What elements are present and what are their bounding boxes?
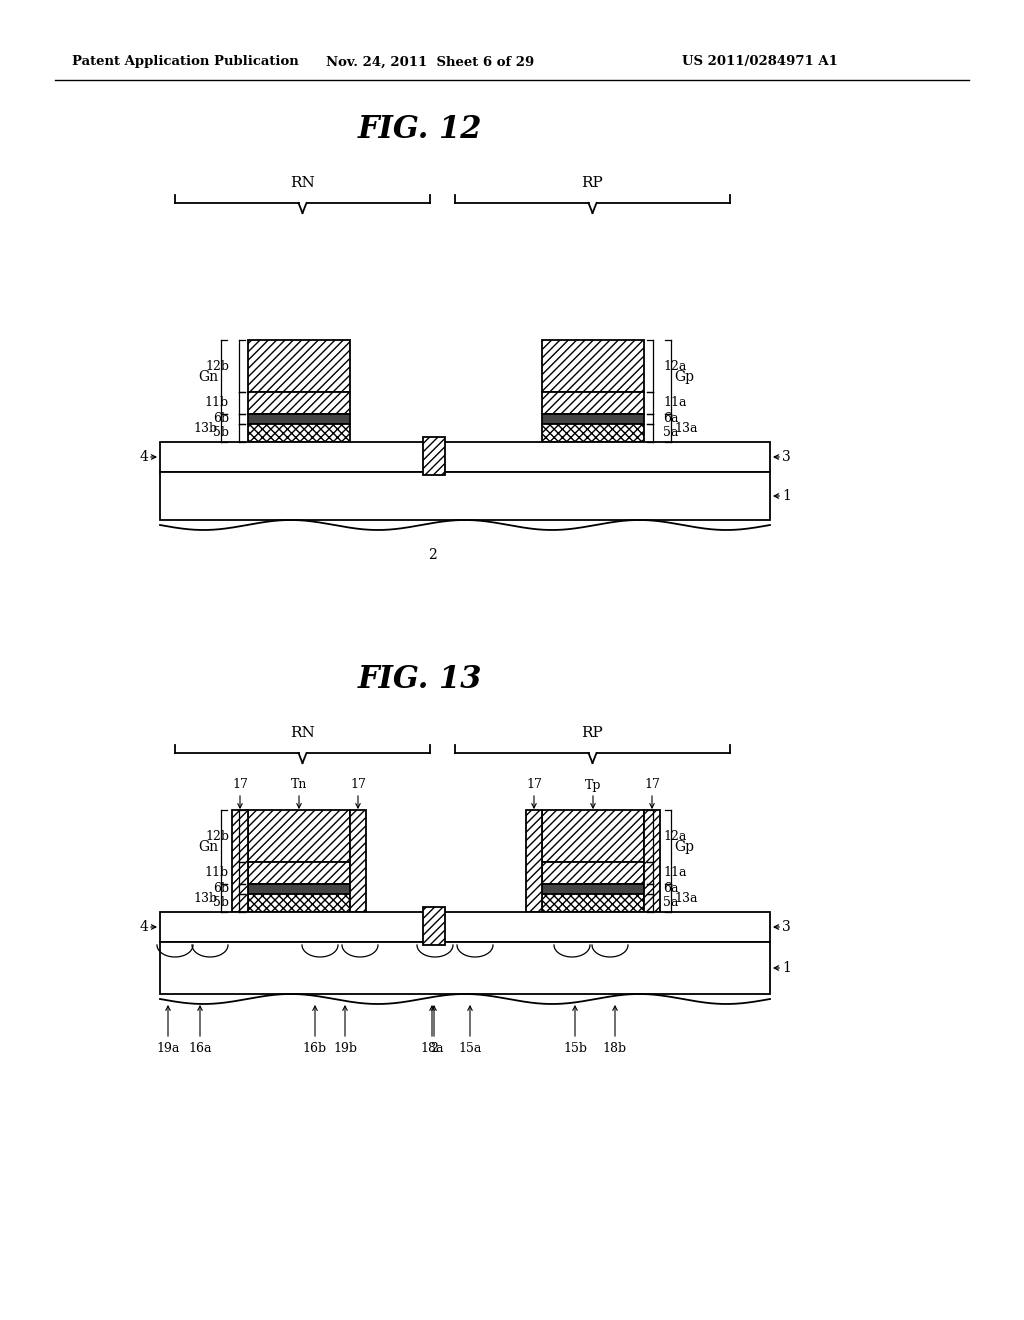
Bar	[423, 437, 445, 475]
Text: 6b: 6b	[213, 883, 229, 895]
Text: 5b: 5b	[213, 426, 229, 440]
Text: 6b: 6b	[213, 412, 229, 425]
Text: Tn: Tn	[291, 779, 307, 792]
Bar	[526, 810, 542, 912]
Text: 11b: 11b	[205, 396, 229, 409]
Text: 16b: 16b	[303, 1043, 327, 1056]
Text: 12a: 12a	[663, 359, 686, 372]
Bar	[160, 942, 770, 994]
Bar	[248, 341, 350, 392]
Text: 12b: 12b	[205, 829, 229, 842]
Bar	[248, 884, 350, 894]
Text: 11b: 11b	[205, 866, 229, 879]
Text: 13a: 13a	[674, 421, 697, 434]
Text: FIG. 13: FIG. 13	[357, 664, 482, 696]
Bar	[232, 810, 248, 912]
Text: 4: 4	[139, 450, 148, 465]
Bar	[248, 862, 350, 884]
Text: 13a: 13a	[674, 891, 697, 904]
Bar	[248, 810, 350, 862]
Text: 2: 2	[428, 548, 436, 562]
Bar	[542, 392, 644, 414]
Bar	[542, 341, 644, 392]
Bar	[350, 810, 366, 912]
Bar	[542, 424, 644, 442]
Text: RP: RP	[582, 176, 603, 190]
Text: RP: RP	[582, 726, 603, 741]
Text: FIG. 12: FIG. 12	[357, 115, 482, 145]
Text: Gp: Gp	[674, 370, 694, 384]
Text: 18b: 18b	[603, 1043, 627, 1056]
Text: 11a: 11a	[663, 866, 686, 879]
Text: 5a: 5a	[663, 896, 678, 909]
Bar	[160, 912, 770, 942]
Text: US 2011/0284971 A1: US 2011/0284971 A1	[682, 55, 838, 69]
Bar	[542, 810, 644, 862]
Text: 17: 17	[350, 779, 366, 792]
Bar	[160, 473, 770, 520]
Text: 12a: 12a	[663, 829, 686, 842]
Bar	[542, 894, 644, 912]
Bar	[248, 414, 350, 424]
Text: 6a: 6a	[663, 883, 679, 895]
Text: 3: 3	[782, 920, 791, 935]
Text: Gn: Gn	[198, 370, 218, 384]
Bar	[423, 907, 445, 945]
Text: 6a: 6a	[663, 412, 679, 425]
Text: 17: 17	[232, 779, 248, 792]
Text: 11a: 11a	[663, 396, 686, 409]
Text: 5a: 5a	[663, 426, 678, 440]
Text: RN: RN	[290, 176, 314, 190]
Text: 17: 17	[526, 779, 542, 792]
Bar	[160, 442, 770, 473]
Text: 5b: 5b	[213, 896, 229, 909]
Bar	[248, 894, 350, 912]
Text: Nov. 24, 2011  Sheet 6 of 29: Nov. 24, 2011 Sheet 6 of 29	[326, 55, 535, 69]
Text: 19a: 19a	[157, 1043, 179, 1056]
Text: Patent Application Publication: Patent Application Publication	[72, 55, 298, 69]
Text: 18a: 18a	[420, 1043, 443, 1056]
Text: 12b: 12b	[205, 359, 229, 372]
Text: 15a: 15a	[459, 1043, 481, 1056]
Bar	[644, 810, 660, 912]
Bar	[248, 424, 350, 442]
Text: 4: 4	[139, 920, 148, 935]
Bar	[542, 414, 644, 424]
Bar	[542, 862, 644, 884]
Text: 13b: 13b	[194, 891, 218, 904]
Text: 17: 17	[644, 779, 659, 792]
Text: 3: 3	[782, 450, 791, 465]
Text: 2: 2	[430, 1043, 438, 1056]
Bar	[248, 392, 350, 414]
Text: Tp: Tp	[585, 779, 601, 792]
Text: Gp: Gp	[674, 840, 694, 854]
Text: 1: 1	[782, 488, 791, 503]
Text: 1: 1	[782, 961, 791, 975]
Text: 13b: 13b	[194, 421, 218, 434]
Text: RN: RN	[290, 726, 314, 741]
Bar	[542, 884, 644, 894]
Text: Gn: Gn	[198, 840, 218, 854]
Text: 19b: 19b	[333, 1043, 357, 1056]
Text: 16a: 16a	[188, 1043, 212, 1056]
Text: 15b: 15b	[563, 1043, 587, 1056]
